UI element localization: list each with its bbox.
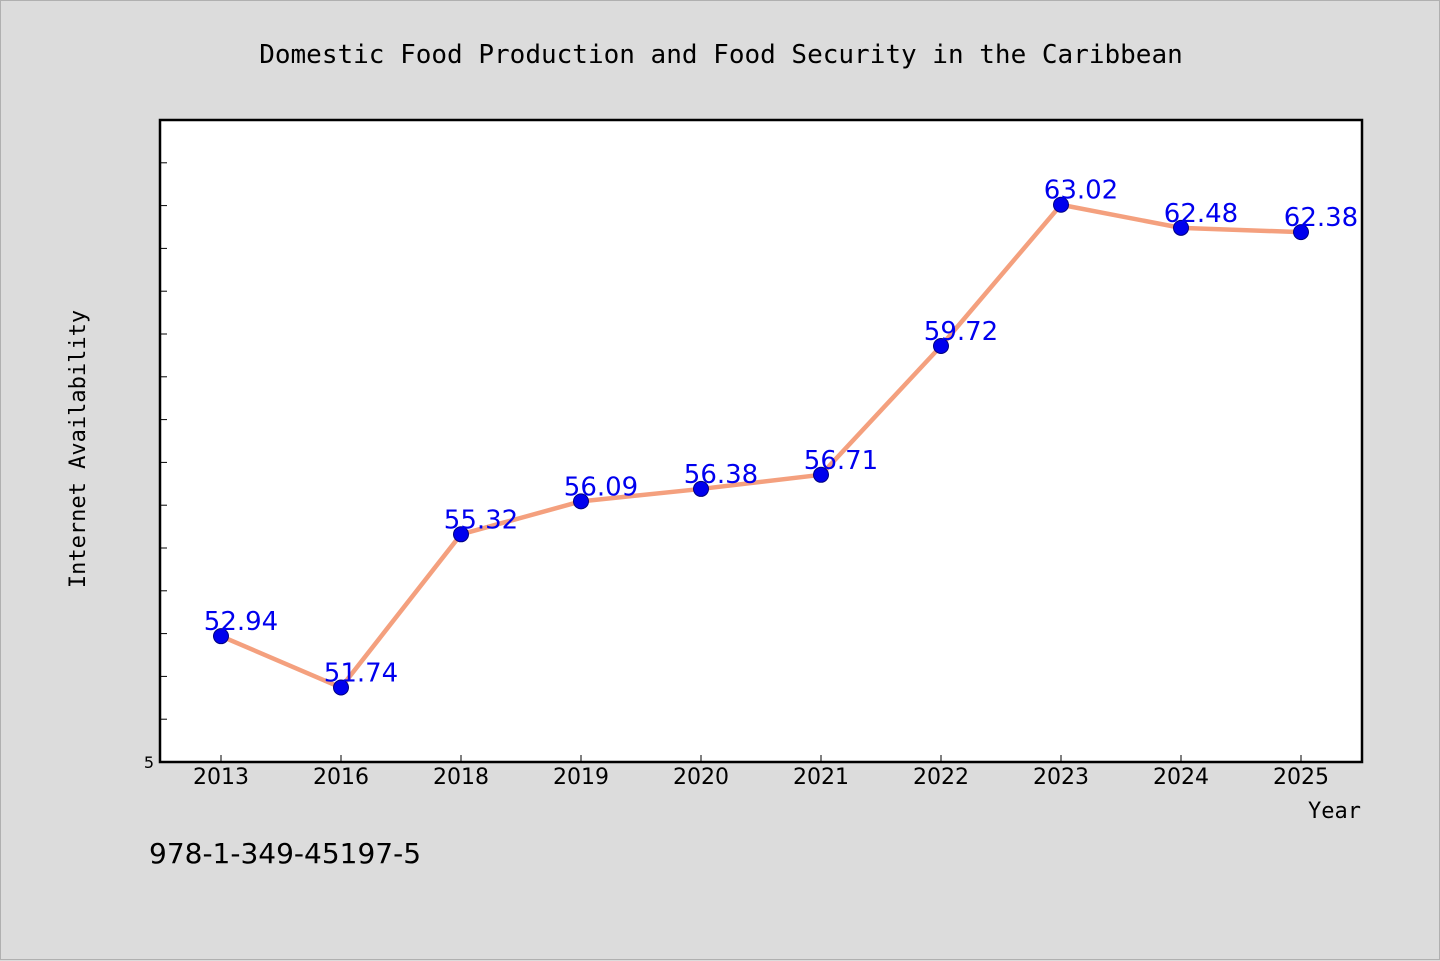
data-point bbox=[573, 493, 589, 510]
data-label: 56.38 bbox=[684, 460, 758, 490]
data-label: 52.94 bbox=[204, 607, 278, 637]
isbn-footer: 978-1-349-45197-5 bbox=[149, 837, 421, 870]
data-label: 62.48 bbox=[1164, 199, 1238, 229]
data-label: 51.74 bbox=[324, 659, 398, 689]
data-label: 59.72 bbox=[924, 317, 998, 347]
x-tick-label: 2024 bbox=[1153, 765, 1209, 790]
chart-title: Domestic Food Production and Food Securi… bbox=[259, 40, 1183, 70]
series-line bbox=[218, 202, 1304, 690]
data-point bbox=[1053, 196, 1069, 213]
data-point bbox=[813, 466, 829, 483]
data-label: 56.09 bbox=[564, 472, 638, 502]
x-tick-label: 2023 bbox=[1033, 765, 1089, 790]
y-axis: 5 bbox=[144, 119, 167, 772]
data-labels: 52.94 51.74 55.32 56.09 56.38 56.71 59.72 63.02… bbox=[204, 176, 1358, 689]
x-tick-label: 2020 bbox=[673, 765, 729, 790]
data-point bbox=[333, 679, 349, 696]
data-point bbox=[693, 480, 709, 497]
data-label: 55.32 bbox=[444, 505, 518, 535]
data-point bbox=[1173, 219, 1189, 236]
data-label: 63.02 bbox=[1044, 176, 1118, 206]
data-point bbox=[213, 628, 229, 645]
data-point bbox=[933, 337, 949, 354]
data-label: 62.38 bbox=[1284, 203, 1358, 233]
series-line-group bbox=[213, 196, 1309, 696]
x-axis: 2013 2016 2018 2019 2020 2021 2022 2023 2024 2025 bbox=[193, 755, 1329, 790]
x-axis-label: Year bbox=[1308, 799, 1361, 824]
data-point bbox=[453, 526, 469, 543]
x-tick-label: 2021 bbox=[793, 765, 849, 790]
x-tick-label: 2018 bbox=[433, 765, 489, 790]
x-tick-label: 2025 bbox=[1273, 765, 1329, 790]
data-point bbox=[1293, 224, 1309, 241]
x-tick-label: 2016 bbox=[313, 765, 369, 790]
plot-area bbox=[158, 118, 1364, 764]
y-axis-label: Internet Availability bbox=[66, 310, 91, 588]
x-tick-label: 2019 bbox=[553, 765, 609, 790]
data-label: 56.71 bbox=[804, 446, 878, 476]
y-tick-label: 5 bbox=[144, 753, 154, 772]
x-tick-label: 2013 bbox=[193, 765, 249, 790]
x-tick-label: 2022 bbox=[913, 765, 969, 790]
